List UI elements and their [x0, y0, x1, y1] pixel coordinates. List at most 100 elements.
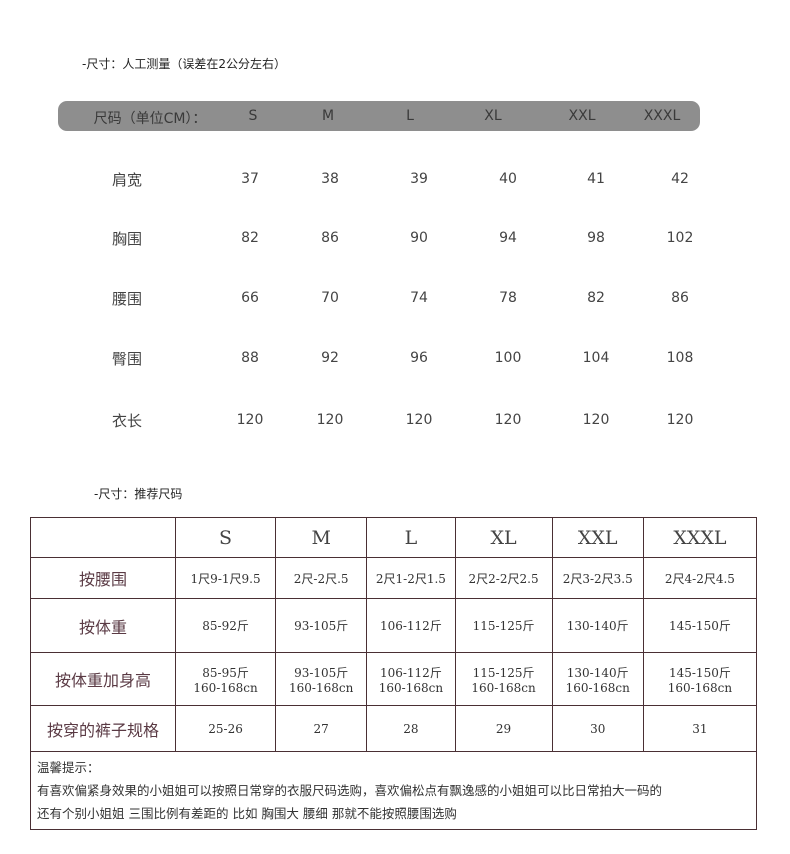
measure-value: 38: [321, 171, 339, 187]
measure-value: 78: [499, 290, 517, 306]
size-header-xxl: XXL: [568, 108, 596, 124]
note-title: 温馨提示：: [37, 760, 100, 775]
measure-value: 41: [587, 171, 605, 187]
measure-label: 臀围: [112, 350, 143, 368]
size-header-xxxl: XXXL: [643, 108, 681, 124]
size-header-cell: M: [275, 517, 368, 558]
measure-label: 肩宽: [112, 171, 143, 189]
table-cell: 145-150斤: [642, 598, 758, 653]
table-cell: 31: [642, 705, 758, 752]
table-cell: 106-112斤 160-168cn: [366, 652, 456, 706]
measure-value: 86: [321, 230, 339, 246]
table-cell: 115-125斤: [454, 598, 553, 653]
size-header-cell: S: [175, 517, 277, 558]
size-header-l: L: [406, 108, 414, 124]
height-value: 160-168cn: [667, 680, 733, 695]
table-cell: 93-105斤 160-168cn: [275, 652, 368, 706]
table-row: 按体重加身高 85-95斤 160-168cn 93-105斤 160-168cn 106…: [29, 652, 758, 706]
measure-value: 120: [494, 412, 522, 428]
measure-value: 108: [666, 350, 694, 366]
height-value: 160-168cn: [193, 680, 258, 695]
row-label: 按穿的裤子规格: [29, 705, 177, 752]
row-label: 按腰围: [29, 557, 177, 599]
corner-cell: [29, 517, 177, 558]
table-cell: 145-150斤 160-168cn: [642, 652, 758, 706]
table-cell: 115-125斤 160-168cn: [454, 652, 553, 706]
weight-value: 93-105斤: [294, 665, 349, 680]
measure-value: 66: [241, 290, 259, 306]
table-cell: 27: [275, 705, 368, 752]
table-cell: 2尺2-2尺2.5: [454, 557, 553, 599]
measure-value: 104: [582, 350, 610, 366]
measure-value: 120: [666, 412, 694, 428]
table-cell: 28: [366, 705, 456, 752]
size-unit-label: 尺码（单位CM）：: [93, 111, 207, 127]
note-line: 还有个别小姐姐 三围比例有差距的 比如 胸围大 腰细 那就不能按照腰围选购: [37, 806, 457, 821]
table-cell: 25-26: [175, 705, 277, 752]
measure-value: 37: [241, 171, 259, 187]
measure-value: 94: [499, 230, 517, 246]
measure-value: 82: [587, 290, 605, 306]
recommend-title: -尺寸：推荐尺码: [94, 487, 183, 501]
table-cell: 2尺3-2尺3.5: [551, 557, 644, 599]
measure-value: 40: [499, 171, 517, 187]
measure-value: 120: [582, 412, 610, 428]
table-cell: 2尺4-2尺4.5: [642, 557, 758, 599]
note-cell: 温馨提示： 有喜欢偏紧身效果的小姐姐可以按照日常穿的衣服尺码选购，喜欢偏松点有飘逸…: [30, 751, 757, 830]
table-header-row: S M L XL XXL XXXL: [29, 517, 758, 558]
measure-value: 39: [410, 171, 428, 187]
measure-value: 120: [316, 412, 344, 428]
measure-label: 衣长: [112, 412, 143, 430]
table-row: 按穿的裤子规格 25-26 27 28 29 30 31: [29, 705, 758, 752]
measure-value: 88: [241, 350, 259, 366]
note-line: 有喜欢偏紧身效果的小姐姐可以按照日常穿的衣服尺码选购，喜欢偏松点有飘逸感的小姐姐…: [37, 783, 663, 798]
table-cell: 1尺9-1尺9.5: [175, 557, 277, 599]
table-cell: 85-92斤: [175, 598, 277, 653]
height-value: 160-168cn: [289, 680, 354, 695]
weight-value: 115-125斤: [472, 665, 535, 680]
measure-value: 82: [241, 230, 259, 246]
recommend-table: S M L XL XXL XXXL 按腰围 1尺9-1尺9.5 2尺-2尺.5 2尺1-2尺1.5…: [29, 517, 758, 830]
measure-value: 92: [321, 350, 339, 366]
measure-value: 102: [666, 230, 694, 246]
table-cell: 93-105斤: [275, 598, 368, 653]
weight-value: 85-95斤: [202, 665, 249, 680]
measure-label: 胸围: [112, 230, 143, 248]
size-header-bar: 尺码（单位CM）： S M L XL XXL XXXL: [58, 101, 700, 131]
size-header-m: M: [321, 108, 335, 124]
measure-value: 90: [410, 230, 428, 246]
height-value: 160-168cn: [565, 680, 630, 695]
weight-value: 145-150斤: [668, 665, 731, 680]
table-cell: 106-112斤: [366, 598, 456, 653]
table-cell: 30: [551, 705, 644, 752]
measure-value: 70: [321, 290, 339, 306]
size-header-cell: XXL: [551, 517, 644, 558]
table-cell: 130-140斤: [551, 598, 644, 653]
measure-value: 120: [405, 412, 433, 428]
size-header-cell: L: [366, 517, 456, 558]
measure-label: 腰围: [112, 290, 143, 308]
measure-value: 96: [410, 350, 428, 366]
measure-value: 100: [494, 350, 522, 366]
size-header-cell: XL: [454, 517, 553, 558]
size-header-s: S: [248, 108, 258, 124]
weight-value: 130-140斤: [566, 665, 629, 680]
measure-value: 120: [236, 412, 264, 428]
measure-value: 86: [671, 290, 689, 306]
measure-value: 98: [587, 230, 605, 246]
table-cell: 130-140斤 160-168cn: [551, 652, 644, 706]
weight-value: 106-112斤: [379, 665, 442, 680]
table-cell: 2尺1-2尺1.5: [366, 557, 456, 599]
height-value: 160-168cn: [378, 680, 444, 695]
measure-value: 42: [671, 171, 689, 187]
table-cell: 2尺-2尺.5: [275, 557, 368, 599]
note-row: 温馨提示： 有喜欢偏紧身效果的小姐姐可以按照日常穿的衣服尺码选购，喜欢偏松点有飘逸…: [30, 751, 757, 830]
table-cell: 85-95斤 160-168cn: [175, 652, 277, 706]
table-row: 按体重 85-92斤 93-105斤 106-112斤 115-125斤 130-140斤…: [29, 598, 758, 653]
table-row: 按腰围 1尺9-1尺9.5 2尺-2尺.5 2尺1-2尺1.5 2尺2-2尺2.5 2尺3…: [29, 557, 758, 599]
measure-value: 74: [410, 290, 428, 306]
row-label: 按体重: [29, 598, 177, 653]
table-cell: 29: [454, 705, 553, 752]
size-header-cell: XXXL: [642, 517, 758, 558]
